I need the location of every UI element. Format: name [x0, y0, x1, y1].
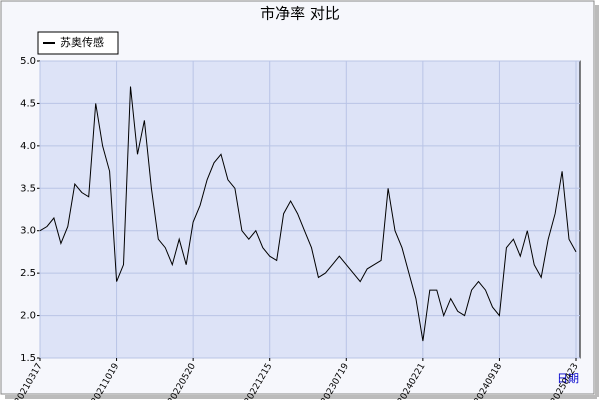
y-tick-label: 3.0	[20, 226, 36, 237]
chart-title: 市净率 对比	[260, 5, 340, 23]
y-tick-label: 4.0	[20, 141, 36, 152]
y-tick-label: 1.5	[20, 353, 36, 364]
y-tick-label: 5.0	[20, 56, 36, 67]
y-tick-label: 4.5	[20, 98, 36, 109]
shadow	[595, 5, 599, 397]
y-tick-label: 2.0	[20, 311, 36, 322]
data-line	[39, 86, 577, 342]
x-axis-label: 日期	[557, 372, 579, 385]
y-tick-label: 3.5	[20, 183, 36, 194]
shadow	[5, 395, 597, 399]
legend-label: 苏奥传感	[60, 35, 104, 49]
legend-box	[37, 31, 119, 55]
y-tick-label: 2.5	[20, 268, 36, 279]
